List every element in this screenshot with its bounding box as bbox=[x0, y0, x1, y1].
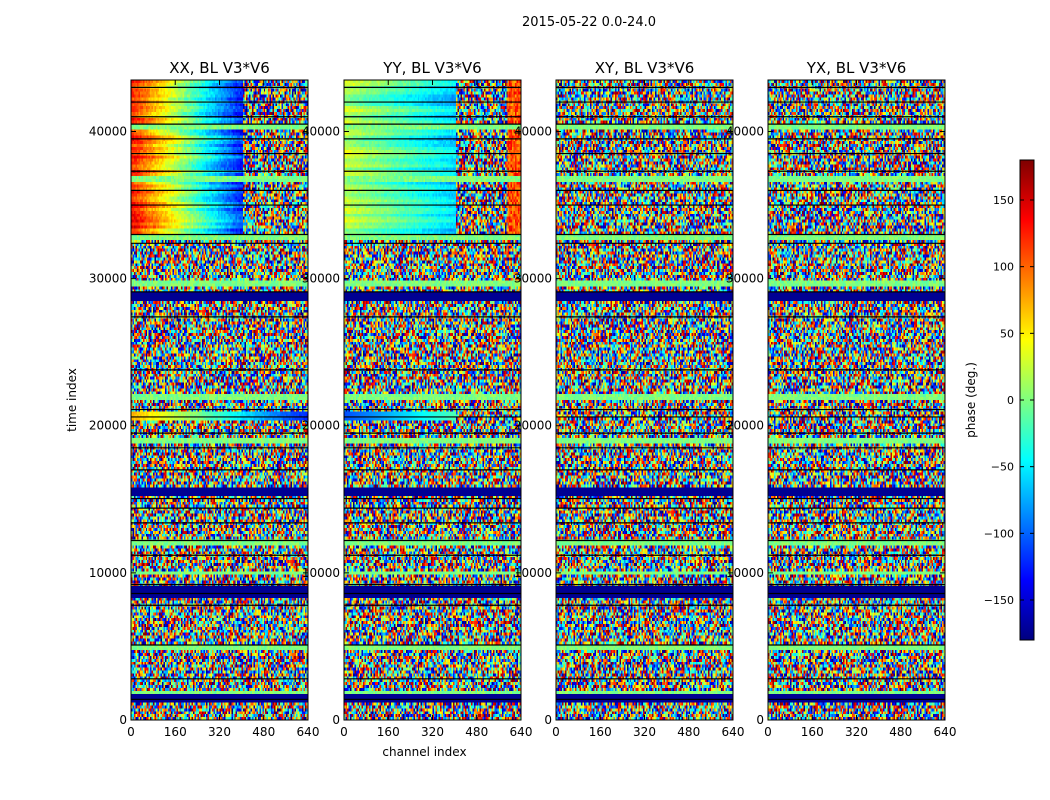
y-tick-label: 10000 bbox=[89, 566, 127, 580]
x-tick-label: 640 bbox=[297, 725, 320, 739]
x-tick-label: 0 bbox=[127, 725, 135, 739]
panel-3: YX, BL V3*V6 0 160 320 480 640 0 10000 20000 3000… bbox=[726, 59, 957, 739]
x-tick-label: 320 bbox=[208, 725, 231, 739]
y-tick-label: 0 bbox=[756, 713, 764, 727]
y-tick-label: 10000 bbox=[726, 566, 764, 580]
x-tick-label: 320 bbox=[421, 725, 444, 739]
x-tick-label: 0 bbox=[340, 725, 348, 739]
x-tick-label: 480 bbox=[889, 725, 912, 739]
figure-suptitle: 2015-05-22 0.0-24.0 bbox=[522, 15, 656, 30]
x-tick-label: 640 bbox=[510, 725, 533, 739]
y-tick-label: 20000 bbox=[89, 419, 127, 433]
panels: XX, BL V3*V6 0 160 320 480 640 0 10000 20000 3000… bbox=[65, 59, 956, 759]
panel-title: YX, BL V3*V6 bbox=[806, 59, 907, 77]
x-tick-label: 0 bbox=[552, 725, 560, 739]
y-tick-label: 0 bbox=[332, 713, 340, 727]
x-tick-label: 480 bbox=[465, 725, 488, 739]
y-tick-label: 10000 bbox=[514, 566, 552, 580]
x-tick-label: 320 bbox=[845, 725, 868, 739]
colorbar: −150 −100 −50 0 50 100 150 phase (deg.) bbox=[964, 159, 1035, 641]
y-axis-label: time index bbox=[65, 368, 79, 432]
colorbar-tick-label: −100 bbox=[984, 527, 1014, 540]
y-tick-label: 20000 bbox=[726, 419, 764, 433]
colorbar-tick-label: 0 bbox=[1007, 394, 1014, 407]
colorbar-tick-label: 50 bbox=[1000, 327, 1014, 340]
y-tick-label: 30000 bbox=[514, 272, 552, 286]
colorbar-tick-label: −150 bbox=[984, 594, 1014, 607]
colorbar-tick-label: 150 bbox=[993, 194, 1014, 207]
x-tick-label: 640 bbox=[722, 725, 745, 739]
panel-title: XX, BL V3*V6 bbox=[169, 59, 270, 77]
heatmap-image bbox=[556, 80, 733, 720]
colorbar-tick-label: −50 bbox=[991, 461, 1014, 474]
y-tick-label: 20000 bbox=[514, 419, 552, 433]
heatmap-image bbox=[344, 80, 521, 720]
y-tick-label: 40000 bbox=[89, 124, 127, 138]
x-tick-label: 160 bbox=[801, 725, 824, 739]
panel-title: YY, BL V3*V6 bbox=[382, 59, 481, 77]
y-tick-label: 30000 bbox=[726, 272, 764, 286]
x-tick-label: 320 bbox=[633, 725, 656, 739]
y-tick-label: 10000 bbox=[302, 566, 340, 580]
x-tick-label: 160 bbox=[164, 725, 187, 739]
y-tick-label: 0 bbox=[544, 713, 552, 727]
colorbar-tick-label: 100 bbox=[993, 261, 1014, 274]
colorbar-ticks: −150 −100 −50 0 50 100 150 bbox=[984, 194, 1034, 607]
panel-2: XY, BL V3*V6 0 160 320 480 640 0 10000 20000 3000… bbox=[514, 59, 745, 739]
y-tick-label: 20000 bbox=[302, 419, 340, 433]
x-axis-label: channel index bbox=[382, 745, 466, 759]
x-tick-label: 160 bbox=[589, 725, 612, 739]
x-tick-label: 0 bbox=[764, 725, 772, 739]
panel-1: YY, BL V3*V6 0 160 320 480 640 0 10000 20000 3000… bbox=[302, 59, 533, 759]
x-tick-label: 480 bbox=[677, 725, 700, 739]
y-tick-label: 0 bbox=[119, 713, 127, 727]
x-tick-label: 480 bbox=[252, 725, 275, 739]
colorbar-label: phase (deg.) bbox=[964, 362, 978, 438]
panel-0: XX, BL V3*V6 0 160 320 480 640 0 10000 20000 3000… bbox=[65, 59, 319, 739]
x-tick-label: 640 bbox=[934, 725, 957, 739]
heatmap-image bbox=[131, 80, 308, 720]
y-tick-label: 40000 bbox=[726, 124, 764, 138]
heatmap-image bbox=[768, 80, 945, 720]
y-tick-label: 40000 bbox=[302, 124, 340, 138]
x-tick-label: 160 bbox=[377, 725, 400, 739]
y-tick-label: 30000 bbox=[89, 272, 127, 286]
panel-title: XY, BL V3*V6 bbox=[595, 59, 695, 77]
y-tick-label: 40000 bbox=[514, 124, 552, 138]
y-tick-label: 30000 bbox=[302, 272, 340, 286]
